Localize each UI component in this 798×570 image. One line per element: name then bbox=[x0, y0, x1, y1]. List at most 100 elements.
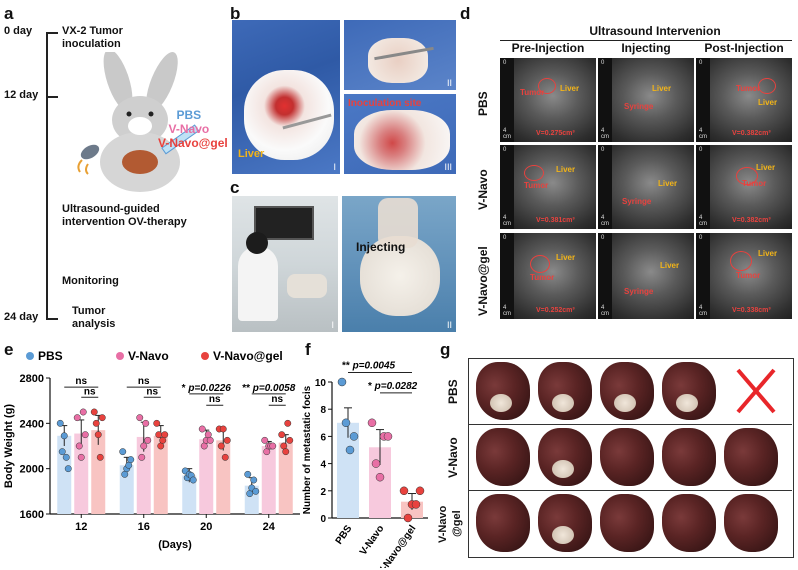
photo-c-II: Injecting II bbox=[342, 196, 456, 332]
us-depth: 4 cm bbox=[503, 215, 511, 227]
e-point bbox=[250, 476, 258, 484]
us-vnavo-pre: 0 4 cm Tumor Liver V=0.381cm³ bbox=[500, 145, 596, 229]
e-ytick-label: 1600 bbox=[20, 509, 44, 521]
e-point bbox=[189, 476, 197, 484]
e-point bbox=[140, 442, 148, 450]
f-pvalue: p=0.0282 bbox=[374, 381, 418, 392]
row-vnavo: V-Navo bbox=[476, 169, 490, 211]
e-point bbox=[153, 419, 161, 427]
e-ytick-label: 2800 bbox=[20, 373, 44, 385]
photo-b-III: Inoculation site III bbox=[344, 94, 456, 174]
panel-label-c: c bbox=[230, 178, 240, 197]
us-syringe-label: Syringe bbox=[622, 197, 652, 206]
e-point bbox=[261, 436, 269, 444]
us-depth: 4 cm bbox=[699, 215, 707, 227]
title-rule bbox=[500, 40, 792, 41]
g-row-vnavo-gel: V-Navo @gel bbox=[436, 494, 466, 554]
us-volume: V=0.252cm³ bbox=[536, 307, 575, 314]
tick-12 bbox=[46, 96, 58, 98]
us-depth: 4 cm bbox=[601, 215, 609, 227]
us-vnavo-post: 0 4 cm Liver Tumor V=0.382cm³ bbox=[696, 145, 792, 229]
f-point bbox=[383, 432, 393, 441]
e-point bbox=[155, 431, 163, 439]
e-point bbox=[77, 453, 85, 461]
e-bar bbox=[74, 433, 89, 514]
tumor-nodule bbox=[552, 394, 574, 412]
us-tumor-label: Tumor bbox=[736, 84, 761, 93]
f-point bbox=[415, 486, 425, 496]
us-tumor-label: Tumor bbox=[520, 88, 545, 97]
e-point bbox=[62, 453, 70, 461]
panel-label-g: g bbox=[440, 340, 451, 359]
us-liver-label: Liver bbox=[652, 84, 672, 93]
us-pbs-post: 0 4 cm Tumor Liver V=0.382cm³ bbox=[696, 58, 792, 142]
group-pbs: PBS bbox=[176, 108, 202, 122]
us-zero: 0 bbox=[699, 147, 703, 153]
e-point bbox=[282, 448, 290, 456]
e-point bbox=[64, 465, 72, 473]
e-ytick-label: 2000 bbox=[20, 464, 44, 476]
e-point bbox=[60, 432, 68, 440]
e-point bbox=[219, 425, 227, 433]
photo-c-I: I bbox=[232, 196, 338, 332]
e-point bbox=[221, 453, 229, 461]
e-point bbox=[206, 436, 214, 444]
e-point bbox=[217, 442, 225, 450]
us-zero: 0 bbox=[699, 235, 703, 241]
e-point bbox=[56, 419, 64, 427]
e-legend-label: V-Navo@gel bbox=[213, 349, 283, 363]
e-point bbox=[79, 408, 87, 416]
col-injecting: Injecting bbox=[621, 41, 671, 55]
e-point bbox=[73, 414, 81, 422]
us-zero: 0 bbox=[601, 235, 605, 241]
e-point bbox=[286, 436, 294, 444]
roman-c2: II bbox=[446, 320, 452, 330]
e-bracket-label: ** p=0.0058 bbox=[242, 383, 296, 394]
e-xlabel: (Days) bbox=[158, 539, 192, 551]
e-point bbox=[161, 431, 169, 439]
liver-specimen bbox=[476, 494, 530, 552]
e-bar bbox=[91, 430, 106, 514]
f-pvalue: p=0.0045 bbox=[352, 360, 396, 371]
f-point bbox=[345, 445, 355, 455]
us-gel-injecting: 0 4 cm Liver Syringe bbox=[598, 233, 694, 319]
e-point bbox=[75, 442, 83, 450]
step-ultrasound: Ultrasound-guided intervention OV-therap… bbox=[62, 203, 187, 229]
liver-specimen bbox=[662, 428, 716, 486]
ultrasound-title: Ultrasound Intervenion bbox=[589, 24, 721, 38]
us-zero: 0 bbox=[601, 60, 605, 66]
panel-label-b: b bbox=[230, 4, 241, 23]
us-depth: 4 cm bbox=[503, 128, 511, 140]
us-tumor-label: Tumor bbox=[736, 271, 761, 280]
chart-e-body-weight: 1600 2000 2400 2800 Body Weight (g) 12 16 20 24 (… bbox=[3, 349, 300, 551]
us-volume: V=0.381cm³ bbox=[536, 217, 575, 224]
e-point bbox=[81, 431, 89, 439]
us-tumor-label: Tumor bbox=[742, 179, 767, 188]
liver-specimen bbox=[600, 362, 654, 420]
f-point bbox=[375, 472, 385, 482]
us-zero: 0 bbox=[601, 147, 605, 153]
e-point bbox=[244, 470, 252, 478]
g-row3-line1: V-Navo bbox=[437, 505, 449, 543]
step4-line2: analysis bbox=[72, 318, 116, 330]
step1-line1: VX-2 Tumor bbox=[62, 25, 123, 37]
e-point bbox=[94, 431, 102, 439]
e-legend-marker bbox=[116, 352, 124, 360]
liver-specimen bbox=[724, 494, 778, 552]
e-pvalue: p=0.0226 bbox=[187, 383, 231, 394]
inoculation-site-label: Inoculation site bbox=[348, 98, 422, 109]
tumor-nodule bbox=[676, 394, 698, 412]
panel-label-f: f bbox=[305, 340, 311, 359]
e-bar bbox=[216, 440, 231, 514]
e-point bbox=[138, 453, 146, 461]
liver-specimen bbox=[600, 428, 654, 486]
e-point bbox=[198, 425, 206, 433]
liver-specimen bbox=[724, 428, 778, 486]
e-point bbox=[127, 456, 135, 464]
f-ylabel: Number of metastatic focis bbox=[302, 385, 313, 514]
e-bar bbox=[182, 475, 197, 514]
us-volume: V=0.275cm³ bbox=[536, 130, 575, 137]
e-bracket-label: ns bbox=[75, 376, 87, 387]
f-bracket-label: ** p=0.0045 bbox=[342, 360, 396, 371]
